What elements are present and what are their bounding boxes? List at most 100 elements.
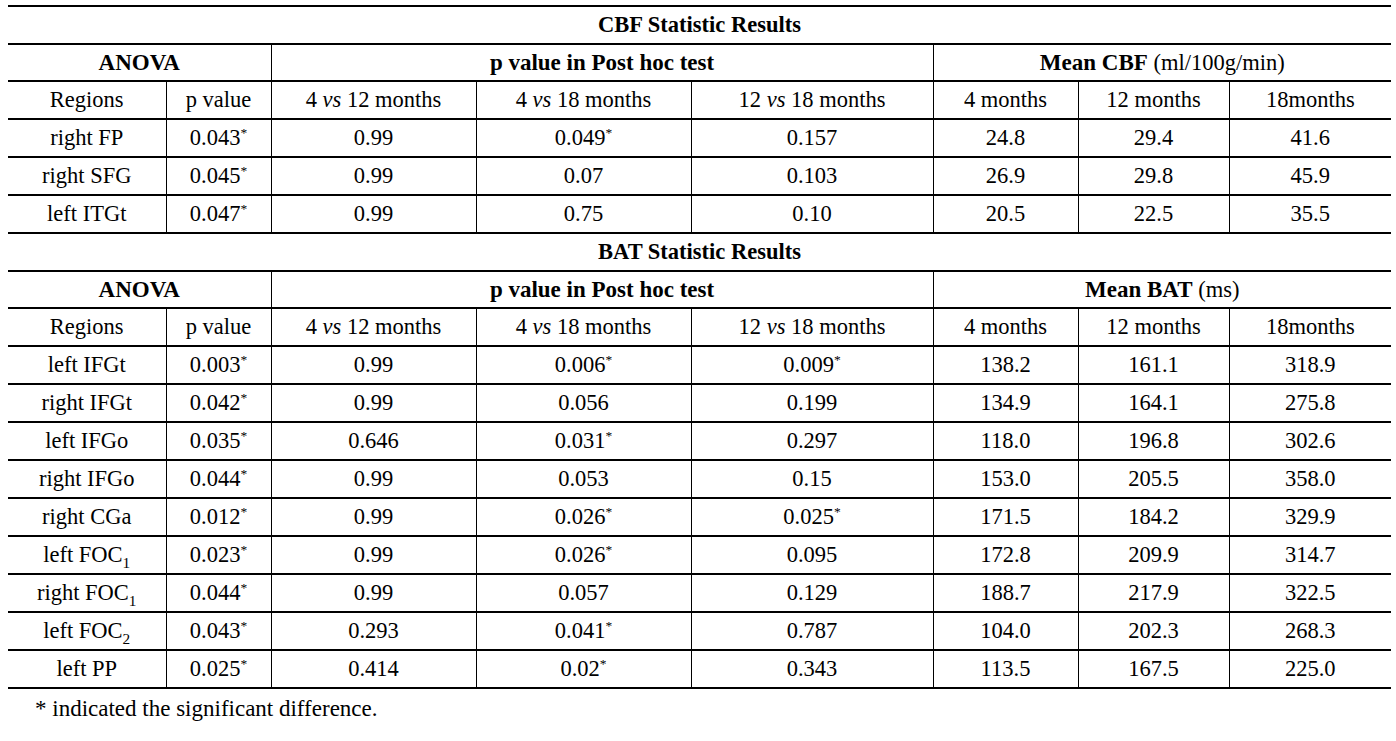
value-cell: 0.99 [271,574,476,612]
value-cell: 164.1 [1078,384,1229,422]
value-cell: 0.199 [691,384,933,422]
bat-anova-group-header: ANOVA [8,271,271,308]
region-cell: right SFG [8,157,166,195]
value-cell: 0.006* [476,346,691,384]
region-cell: left ITGt [8,195,166,233]
col-header-12months: 12 months [1078,308,1229,346]
value-cell: 0.056 [476,384,691,422]
value-cell: 217.9 [1078,574,1229,612]
cbf-title-row: CBF Statistic Results [8,6,1391,44]
value-cell: 172.8 [933,536,1078,574]
col-header-regions: Regions [8,81,166,119]
value-cell: 134.9 [933,384,1078,422]
col-header-12vs18: 12 vs 18 months [691,81,933,119]
value-cell: 318.9 [1229,346,1391,384]
value-cell: 0.095 [691,536,933,574]
value-cell: 0.414 [271,650,476,688]
value-cell: 138.2 [933,346,1078,384]
col-header-18months: 18months [1229,81,1391,119]
value-cell: 0.023* [166,536,271,574]
cbf-posthoc-group-header: p value in Post hoc test [271,44,933,81]
value-cell: 209.9 [1078,536,1229,574]
value-cell: 0.157 [691,119,933,157]
value-cell: 0.041* [476,612,691,650]
value-cell: 0.99 [271,157,476,195]
table-row: right IFGt0.042*0.990.0560.199134.9164.1… [8,384,1391,422]
value-cell: 0.129 [691,574,933,612]
region-cell: left IFGo [8,422,166,460]
col-header-4vs12: 4 vs 12 months [271,81,476,119]
value-cell: 118.0 [933,422,1078,460]
mean-cbf-unit: (ml/100g/min) [1148,50,1285,75]
value-cell: 0.103 [691,157,933,195]
col-header-12months: 12 months [1078,81,1229,119]
col-header-4months: 4 months [933,81,1078,119]
region-cell: right IFGo [8,460,166,498]
bat-title-row: BAT Statistic Results [8,233,1391,271]
value-cell: 329.9 [1229,498,1391,536]
value-cell: 188.7 [933,574,1078,612]
value-cell: 275.8 [1229,384,1391,422]
value-cell: 268.3 [1229,612,1391,650]
anova-label: ANOVA [99,277,180,302]
table-row: right SFG0.045*0.990.070.10326.929.845.9 [8,157,1391,195]
region-cell: left FOC1 [8,536,166,574]
value-cell: 0.99 [271,346,476,384]
value-cell: 0.043* [166,612,271,650]
value-cell: 322.5 [1229,574,1391,612]
value-cell: 0.012* [166,498,271,536]
value-cell: 0.07 [476,157,691,195]
value-cell: 196.8 [1078,422,1229,460]
col-header-p-value: p value [166,81,271,119]
table-row: right FOC10.044*0.990.0570.129188.7217.9… [8,574,1391,612]
value-cell: 171.5 [933,498,1078,536]
region-cell: right CGa [8,498,166,536]
value-cell: 0.025* [691,498,933,536]
region-cell: left PP [8,650,166,688]
value-cell: 0.787 [691,612,933,650]
value-cell: 0.043* [166,119,271,157]
value-cell: 0.042* [166,384,271,422]
value-cell: 0.025* [166,650,271,688]
value-cell: 29.4 [1078,119,1229,157]
bat-section: BAT Statistic Results ANOVA p value in P… [8,233,1391,688]
value-cell: 205.5 [1078,460,1229,498]
value-cell: 45.9 [1229,157,1391,195]
col-header-4vs18: 4 vs 18 months [476,81,691,119]
cbf-section: CBF Statistic Results ANOVA p value in P… [8,6,1391,233]
mean-cbf-label: Mean CBF [1040,50,1148,75]
mean-bat-label: Mean BAT [1085,277,1193,302]
bat-column-header-row: Regions p value 4 vs 12 months 4 vs 18 m… [8,308,1391,346]
posthoc-label: p value in Post hoc test [490,277,714,302]
value-cell: 26.9 [933,157,1078,195]
value-cell: 202.3 [1078,612,1229,650]
value-cell: 0.293 [271,612,476,650]
cbf-anova-group-header: ANOVA [8,44,271,81]
value-cell: 0.045* [166,157,271,195]
col-header-regions: Regions [8,308,166,346]
value-cell: 0.99 [271,498,476,536]
region-cell: left FOC2 [8,612,166,650]
table-row: left FOC20.043*0.2930.041*0.787104.0202.… [8,612,1391,650]
value-cell: 0.026* [476,536,691,574]
value-cell: 29.8 [1078,157,1229,195]
table-row: right IFGo0.044*0.990.0530.15153.0205.53… [8,460,1391,498]
value-cell: 161.1 [1078,346,1229,384]
bat-table-title: BAT Statistic Results [8,233,1391,271]
value-cell: 0.003* [166,346,271,384]
value-cell: 0.343 [691,650,933,688]
col-header-4vs12: 4 vs 12 months [271,308,476,346]
col-header-4months: 4 months [933,308,1078,346]
value-cell: 225.0 [1229,650,1391,688]
value-cell: 0.031* [476,422,691,460]
value-cell: 24.8 [933,119,1078,157]
value-cell: 113.5 [933,650,1078,688]
cbf-table-title: CBF Statistic Results [8,6,1391,44]
region-cell: right IFGt [8,384,166,422]
region-cell: right FP [8,119,166,157]
value-cell: 0.053 [476,460,691,498]
posthoc-label: p value in Post hoc test [490,50,714,75]
results-table: CBF Statistic Results ANOVA p value in P… [8,5,1391,689]
page: CBF Statistic Results ANOVA p value in P… [0,0,1396,741]
value-cell: 0.99 [271,119,476,157]
